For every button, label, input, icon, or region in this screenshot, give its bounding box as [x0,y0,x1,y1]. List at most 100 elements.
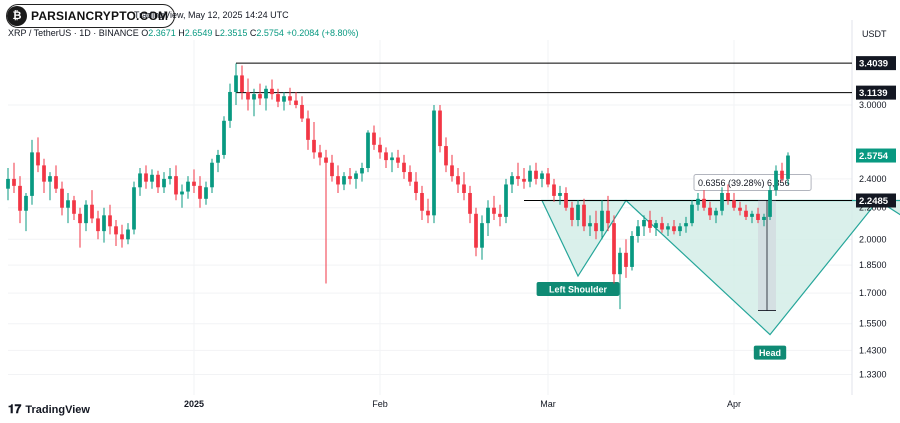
candle [414,172,418,201]
open-label: O [141,28,149,38]
candle [18,176,22,224]
candle-body [426,210,430,216]
candle-body [96,218,100,232]
high-label: H [178,28,185,38]
price-label: 2.2485 [859,196,889,207]
candle [42,158,46,193]
candle-body [234,75,238,92]
candle [552,178,556,202]
candle [108,204,112,235]
symbol-label[interactable]: XRP / TetherUS · 1D · BINANCE [8,28,139,38]
candle-body [780,170,784,179]
candle-body [624,252,628,267]
candle-body [684,223,688,227]
candle-body [36,152,40,166]
candle [150,169,154,189]
price-label-bg [856,85,896,100]
candle [396,149,400,169]
candle-body [48,176,52,182]
candle [492,195,496,220]
candle-body [666,226,670,230]
candle [624,239,628,278]
candle-body [150,174,154,182]
candle-body [516,176,520,179]
candle [648,210,652,233]
tradingview-label: TradingView [25,403,90,416]
candle [660,216,664,233]
tradingview-logo[interactable]: 𝟏𝟕 TradingView [8,402,90,417]
candle-body [180,191,184,195]
candle [774,165,778,196]
candle-body [306,118,310,140]
low-value: 2.3515 [219,28,248,38]
y-tick-label: 2.0000 [859,234,887,244]
candle [450,154,454,182]
candle [264,85,268,111]
candle-body [702,198,706,208]
candle-body [102,215,106,232]
candle-body [600,210,604,232]
candle-body [654,223,658,228]
candle-body [270,88,274,95]
candle-body [24,195,28,211]
candle-body [660,223,664,230]
candle [384,147,388,169]
candle [762,213,766,227]
candle-body [192,181,196,186]
candle [474,207,478,257]
candle-body [294,100,298,105]
y-tick-label: 2.2000 [859,203,887,213]
candle [330,154,334,182]
candle-body [174,176,178,195]
candle-body [630,235,634,267]
candle-body [696,198,700,205]
candle-body [138,173,142,188]
candle-body [222,120,226,155]
candle-body [312,139,316,153]
candle-body [108,215,112,227]
candle [738,201,742,216]
candle [786,152,790,185]
candle-body [78,213,82,224]
candle [318,144,322,166]
candle-body [84,204,88,224]
candle [354,170,358,189]
source-line: TradingView, May 12, 2025 14:24 UTC [134,10,289,20]
candle [336,165,340,193]
candle-body [348,176,352,179]
candle-body [144,173,148,182]
candle [690,200,694,227]
candle-body [264,88,268,99]
candle-body [522,178,526,182]
candle [276,88,280,108]
candle-body [204,187,208,199]
candle-body [210,162,214,188]
candle-body [378,144,382,153]
open-value: 2.3671 [148,28,176,38]
measure-label: 0.6356 (39.28%) 6,356 [698,178,790,188]
candle-body [732,200,736,208]
candle [444,137,448,173]
candle [132,181,136,235]
ohlc-line: XRP / TetherUS · 1D · BINANCE O2.3671 H 2… [8,28,359,38]
candle [270,79,274,100]
left-shoulder-label: Left Shoulder [536,282,620,297]
candle [714,207,718,224]
y-tick-label: 3.0000 [859,100,887,110]
horizontal-lines [236,62,852,201]
candle-body [438,110,442,147]
price-axis: 3.0000 2.4000 2.2000 2.0000 1.8500 1.7000 1.55… [856,56,896,379]
candle [756,207,760,224]
candle [684,216,688,233]
candle [768,185,772,220]
candle-body [324,157,328,163]
candle [282,91,286,111]
candle-body [486,207,490,224]
candle [72,195,76,220]
candle [162,172,166,193]
candle [432,104,436,224]
candle-body [444,146,448,166]
candle-body [372,132,376,145]
candle-body [786,155,790,179]
